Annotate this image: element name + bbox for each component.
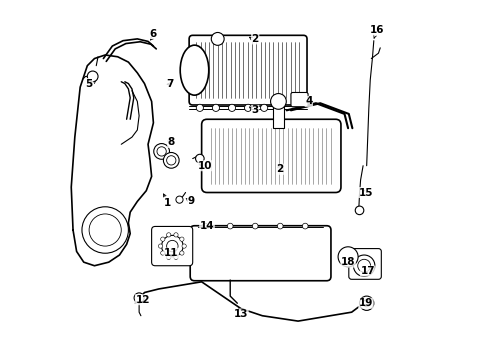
Text: 1: 1 — [164, 198, 171, 208]
Circle shape — [174, 255, 178, 260]
Circle shape — [363, 300, 369, 307]
Circle shape — [211, 32, 224, 45]
Circle shape — [276, 104, 283, 111]
Circle shape — [157, 147, 166, 156]
Text: 3: 3 — [251, 105, 258, 115]
Circle shape — [196, 104, 203, 111]
Text: 11: 11 — [163, 248, 178, 258]
Circle shape — [270, 94, 285, 109]
Circle shape — [212, 104, 219, 111]
FancyBboxPatch shape — [201, 119, 340, 193]
Circle shape — [174, 233, 178, 237]
Circle shape — [134, 293, 144, 303]
Circle shape — [89, 214, 121, 246]
Circle shape — [357, 259, 370, 272]
Circle shape — [180, 251, 183, 255]
Circle shape — [87, 71, 98, 82]
Circle shape — [359, 296, 373, 310]
Circle shape — [158, 244, 163, 248]
Text: 8: 8 — [167, 138, 175, 148]
Circle shape — [277, 223, 283, 229]
Text: 7: 7 — [165, 78, 173, 89]
Circle shape — [163, 153, 179, 168]
Circle shape — [337, 247, 357, 267]
Text: 18: 18 — [340, 257, 355, 267]
Text: 6: 6 — [149, 28, 157, 39]
FancyBboxPatch shape — [348, 249, 381, 279]
Text: 17: 17 — [360, 266, 374, 276]
Text: 9: 9 — [187, 197, 194, 206]
Circle shape — [161, 237, 164, 241]
Circle shape — [176, 196, 183, 203]
Ellipse shape — [180, 45, 208, 95]
Circle shape — [260, 104, 267, 111]
Text: 10: 10 — [198, 161, 212, 171]
Circle shape — [166, 156, 176, 165]
Circle shape — [180, 237, 183, 241]
Circle shape — [82, 207, 128, 253]
Circle shape — [166, 240, 178, 252]
Circle shape — [244, 104, 251, 111]
Text: 16: 16 — [368, 25, 383, 35]
Circle shape — [354, 206, 363, 215]
Text: 14: 14 — [199, 221, 214, 231]
Text: 12: 12 — [135, 295, 150, 305]
Circle shape — [195, 154, 203, 163]
Text: 15: 15 — [358, 188, 372, 198]
Circle shape — [166, 233, 170, 237]
Text: 5: 5 — [85, 78, 93, 89]
Circle shape — [353, 255, 374, 276]
Text: 2: 2 — [251, 34, 258, 44]
Circle shape — [161, 251, 164, 255]
FancyBboxPatch shape — [151, 226, 192, 266]
Bar — [272, 105, 283, 128]
Text: 2: 2 — [276, 164, 283, 174]
Circle shape — [153, 144, 169, 159]
Circle shape — [182, 244, 186, 248]
FancyBboxPatch shape — [190, 226, 330, 281]
Circle shape — [202, 223, 207, 229]
Circle shape — [302, 223, 307, 229]
Circle shape — [162, 235, 183, 257]
Circle shape — [166, 255, 170, 260]
FancyBboxPatch shape — [189, 35, 306, 105]
Text: 4: 4 — [305, 96, 312, 107]
Text: 19: 19 — [358, 298, 372, 308]
Circle shape — [227, 223, 233, 229]
Text: 13: 13 — [233, 309, 248, 319]
FancyBboxPatch shape — [290, 93, 307, 107]
Circle shape — [252, 223, 258, 229]
Circle shape — [228, 104, 235, 111]
